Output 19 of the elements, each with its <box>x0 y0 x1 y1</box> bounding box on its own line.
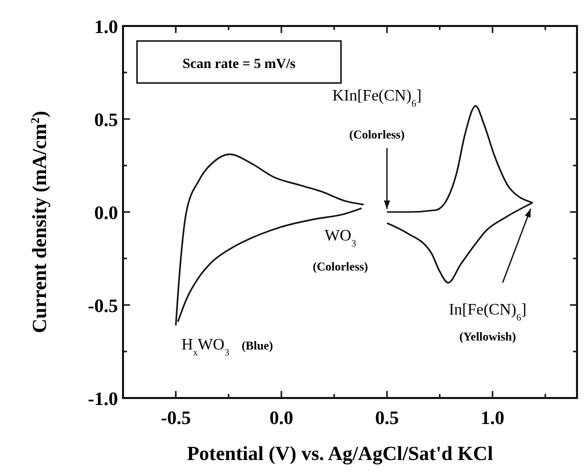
y-tick-label: 0.5 <box>94 110 118 131</box>
annotation: WO$_{3}$ <box>324 228 356 250</box>
x-tick-label: 0.0 <box>269 408 294 429</box>
x-tick-label: -0.5 <box>160 408 191 429</box>
annotation: H$_{x}$WO$_{3}$ <box>181 336 230 358</box>
y-tick-label: -1.0 <box>88 389 118 410</box>
x-tick-label: 0.5 <box>375 408 399 429</box>
annotation: Scan rate = 5 mV/s <box>182 57 296 72</box>
x-axis-title: Potential (V) vs. Ag/AgCl/Sat'd KCl <box>186 443 494 465</box>
y-tick-label: 0.0 <box>94 203 118 224</box>
annotation: KIn[Fe(CN)$_{6}$] <box>332 87 422 109</box>
annotation: (Colorless) <box>349 127 405 142</box>
x-tick-label: 1.0 <box>480 408 504 429</box>
y-tick-label: 1.0 <box>94 17 118 38</box>
annotation: (Blue) <box>242 338 274 353</box>
y-tick-label: -0.5 <box>88 296 118 317</box>
annotation: (Colorless) <box>312 260 368 274</box>
annotation: In[Fe(CN)$_{6}$] <box>448 301 526 323</box>
annotation: (Yellowish) <box>459 329 516 344</box>
